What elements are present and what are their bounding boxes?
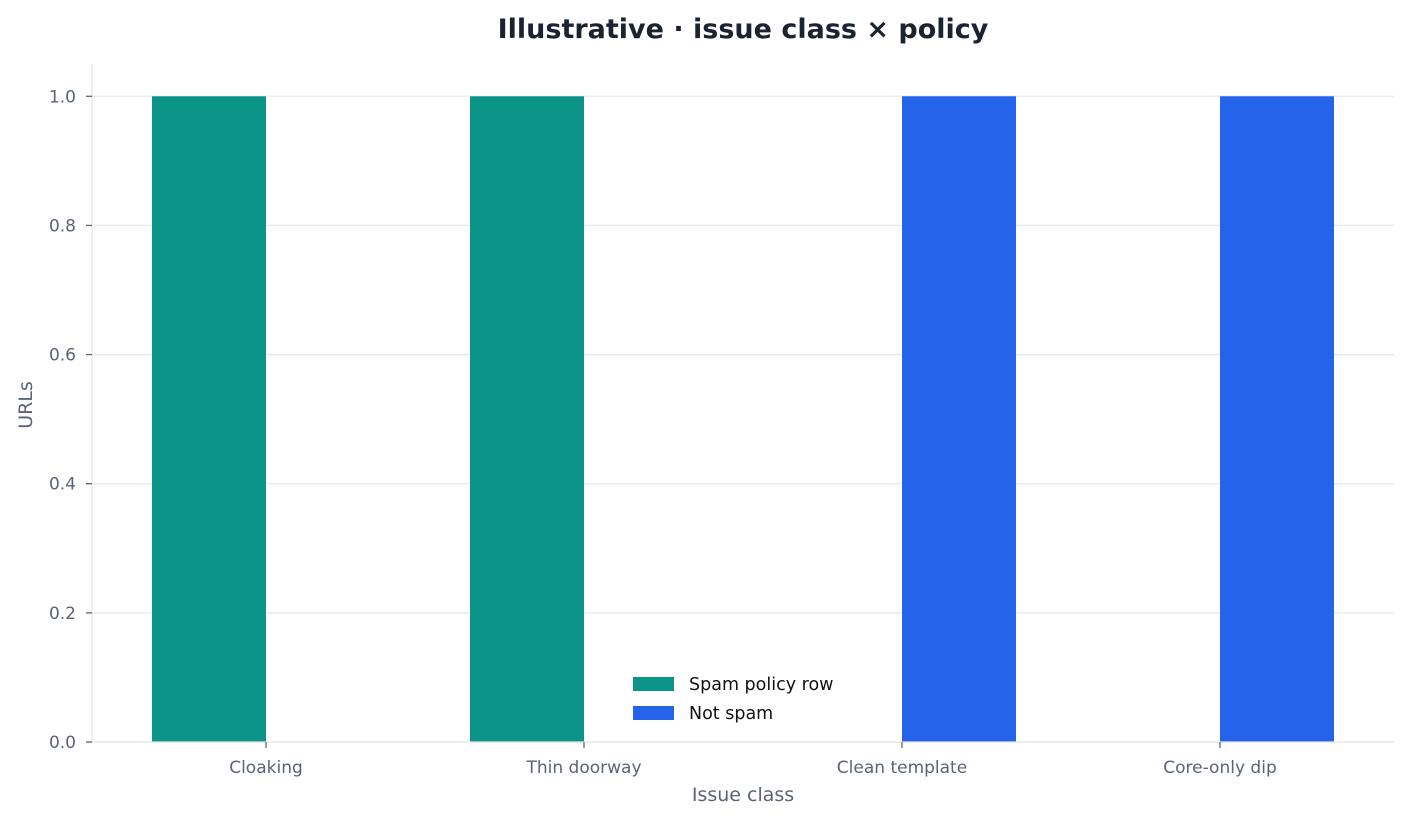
- x-tick-label: Thin doorway: [525, 758, 641, 778]
- x-axis-label: Issue class: [692, 784, 794, 806]
- y-axis-ticks: 0.0 0.2 0.4 0.6 0.8 1.0: [49, 87, 92, 753]
- x-axis-ticks: Cloaking Thin doorway Clean template Core-o…: [229, 742, 1277, 778]
- bar: [470, 96, 584, 743]
- y-tick-label: 0.2: [49, 604, 76, 624]
- legend: Spam policy row Not spam: [633, 675, 833, 724]
- y-tick-label: 0.6: [49, 346, 76, 366]
- axes: [91, 64, 1394, 743]
- y-tick-label: 1.0: [49, 87, 76, 107]
- x-tick-label: Clean template: [837, 758, 967, 778]
- legend-label: Not spam: [689, 704, 773, 724]
- y-axis-label: URLs: [15, 381, 37, 429]
- y-tick-label: 0.8: [49, 216, 76, 236]
- x-tick-label: Cloaking: [229, 758, 303, 778]
- legend-label: Spam policy row: [689, 675, 833, 695]
- gridlines: [92, 95, 1394, 614]
- bar: [152, 96, 266, 743]
- chart-title: Illustrative · issue class × policy: [498, 14, 989, 45]
- y-tick-label: 0.0: [49, 733, 76, 753]
- legend-swatch: [633, 677, 674, 691]
- plot-frame: [91, 64, 1394, 743]
- bars: [152, 96, 1334, 743]
- legend-swatch: [633, 706, 674, 720]
- bar: [1220, 96, 1334, 743]
- bar: [902, 96, 1016, 743]
- y-tick-label: 0.4: [49, 475, 76, 495]
- x-tick-label: Core-only dip: [1163, 758, 1276, 778]
